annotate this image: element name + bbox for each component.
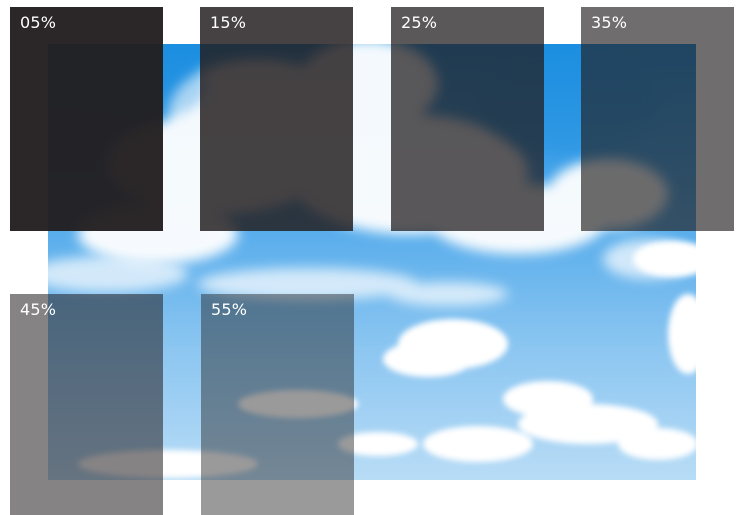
tint-swatch-55: 55% <box>201 294 354 515</box>
tint-swatch-label: 15% <box>210 13 247 32</box>
tint-swatch-label: 05% <box>20 13 57 32</box>
cloud-mass-lower <box>78 241 696 478</box>
tint-swatch-label: 55% <box>211 300 248 319</box>
tint-swatch-label: 35% <box>591 13 628 32</box>
tint-swatch-label: 45% <box>20 300 57 319</box>
tint-swatch-25: 25% <box>391 7 544 231</box>
tint-swatch-35: 35% <box>581 7 734 231</box>
tint-swatch-05: 05% <box>10 7 163 231</box>
tint-swatch-45: 45% <box>10 294 163 515</box>
tint-swatch-label: 25% <box>401 13 438 32</box>
tint-swatch-15: 15% <box>200 7 353 231</box>
